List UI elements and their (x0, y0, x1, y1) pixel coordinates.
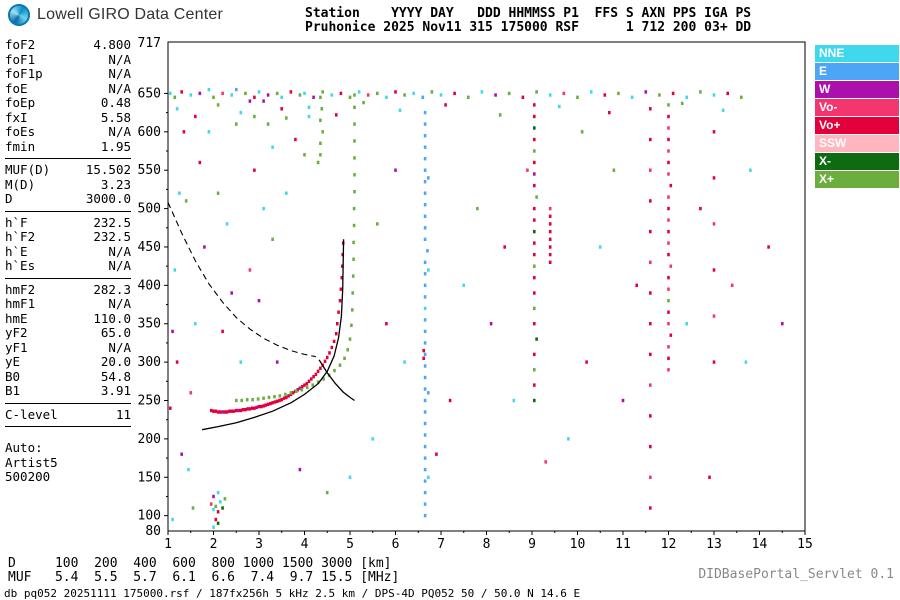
giro-globe-icon (8, 4, 30, 26)
param-group: h`F 232.5 h`F2 232.5 h`E N/A h`Es N/A (5, 214, 131, 279)
status-line: db pq052 20251111 175000.rsf / 187fx256h… (4, 587, 581, 600)
lowell-giro-logo: Lowell GIRO Data Center (8, 4, 223, 26)
servlet-version-label: DIDBasePortal_Servlet 0.1 (698, 567, 894, 582)
svg-text:7: 7 (437, 537, 445, 552)
legend-item-x: X+ (815, 171, 899, 188)
svg-text:2: 2 (210, 537, 218, 552)
param-row-hes: h`Es N/A (5, 258, 131, 273)
svg-text:717: 717 (138, 36, 161, 51)
param-row-yf1: yF1 N/A (5, 339, 131, 355)
svg-text:80: 80 (145, 524, 161, 539)
svg-text:200: 200 (138, 432, 161, 447)
param-group: Auto: Artist5 500200 (5, 440, 131, 489)
svg-text:500: 500 (138, 202, 161, 217)
svg-text:100: 100 (138, 509, 161, 524)
plot-frame (167, 41, 806, 532)
profile-curve (201, 239, 345, 431)
param-group: hmF2 282.3 hmF1 N/A hmE 110.0 yF2 65.0 yF1 N/A yE 2… (5, 281, 131, 404)
param-row-fof2: foF2 4.800 (5, 37, 131, 52)
param-row-hf2: h`F2 232.5 (5, 229, 131, 244)
param-row-fof1: foF1 N/A (5, 51, 131, 67)
legend-item-e: E (815, 63, 899, 80)
muf-row: MUF 5.4 5.5 5.7 6.1 6.6 7.4 9.7 15.5 [MH… (8, 570, 400, 585)
svg-text:10: 10 (570, 537, 586, 552)
svg-text:11: 11 (615, 537, 631, 552)
param-group: MUF(D) 15.502 M(D) 3.23 D 3000.0 (5, 162, 131, 212)
param-row-hf: h`F 232.5 (5, 214, 131, 230)
param-row-foe: foE N/A (5, 80, 131, 96)
svg-text:3: 3 (255, 537, 263, 552)
param-row-yf2: yF2 65.0 (5, 325, 131, 340)
param-row-fmin: fmin 1.95 (5, 138, 131, 154)
logo-text: Lowell GIRO Data Center (37, 6, 224, 23)
svg-text:14: 14 (752, 537, 768, 552)
svg-text:250: 250 (138, 393, 161, 408)
legend-item-vo: Vo+ (815, 117, 899, 134)
legend-item-x: X- (815, 153, 899, 170)
legend: NNE E W Vo- Vo+ SSW X- X+ (815, 45, 899, 189)
svg-text:550: 550 (138, 163, 161, 178)
param-row-fxi: fxI 5.58 (5, 109, 131, 125)
dashed-curve (167, 202, 317, 358)
svg-text:15: 15 (797, 537, 813, 552)
param-row-md: M(D) 3.23 (5, 176, 131, 192)
param-group: foF2 4.800 foF1 N/A foF1p N/A foE N/A foEp 0.48 fx… (5, 37, 131, 159)
param-row-foes: foEs N/A (5, 124, 131, 139)
ionogram-svg: 1 2 3 4 5 6 7 8 9 10 11 12 13 14 151001502002503003504… (138, 36, 813, 552)
svg-text:150: 150 (138, 470, 161, 485)
svg-text:1: 1 (164, 537, 172, 552)
param-row-hmf2: hmF2 282.3 (5, 281, 131, 297)
svg-text:350: 350 (138, 317, 161, 332)
param-row-foep: foEp 0.48 (5, 95, 131, 110)
svg-text:4: 4 (301, 537, 309, 552)
svg-text:12: 12 (661, 537, 677, 552)
svg-text:400: 400 (138, 278, 161, 293)
param-row-hme: hmE 110.0 (5, 310, 131, 326)
param-group: C-level 11 (5, 406, 131, 427)
param-panel: foF2 4.800 foF1 N/A foF1p N/A foE N/A foEp 0.48 fx… (5, 37, 131, 493)
param-row-clevel: C-level 11 (5, 406, 131, 422)
station-info: Station YYYY DAY DDD HHMMSS P1 FFS S AXN… (305, 7, 751, 35)
legend-item-ssw: SSW (815, 135, 899, 152)
param-row-500200: 500200 (5, 469, 51, 484)
svg-text:600: 600 (138, 125, 161, 140)
distance-row: D 100 200 400 600 800 1000 1500 3000 [km… (8, 556, 392, 571)
svg-text:650: 650 (138, 86, 161, 101)
svg-text:300: 300 (138, 355, 161, 370)
svg-text:5: 5 (346, 537, 354, 552)
param-row-artist5: Artist5 (5, 454, 58, 470)
param-row-d: D 3000.0 (5, 191, 131, 206)
param-row-he: h`E N/A (5, 243, 131, 259)
legend-item-vo: Vo- (815, 99, 899, 116)
svg-text:450: 450 (138, 240, 161, 255)
param-row-fof1p: foF1p N/A (5, 66, 131, 81)
svg-text:13: 13 (706, 537, 722, 552)
secondary-curve (318, 359, 355, 402)
station-values-line: Pruhonice 2025 Nov11 315 175000 RSF 1 71… (305, 20, 752, 35)
station-header-line: Station YYYY DAY DDD HHMMSS P1 FFS S AXN… (305, 6, 752, 21)
svg-text:6: 6 (392, 537, 400, 552)
param-row-b1: B1 3.91 (5, 383, 131, 398)
param-row-mufd: MUF(D) 15.502 (5, 162, 131, 177)
param-row-b0: B0 54.8 (5, 368, 131, 384)
svg-text:8: 8 (483, 537, 491, 552)
param-row-ye: yE 20.0 (5, 354, 131, 369)
param-row-auto: Auto: (5, 440, 43, 455)
legend-item-w: W (815, 81, 899, 98)
param-row-hmf1: hmF1 N/A (5, 296, 131, 311)
legend-item-nne: NNE (815, 45, 899, 62)
svg-text:9: 9 (528, 537, 536, 552)
